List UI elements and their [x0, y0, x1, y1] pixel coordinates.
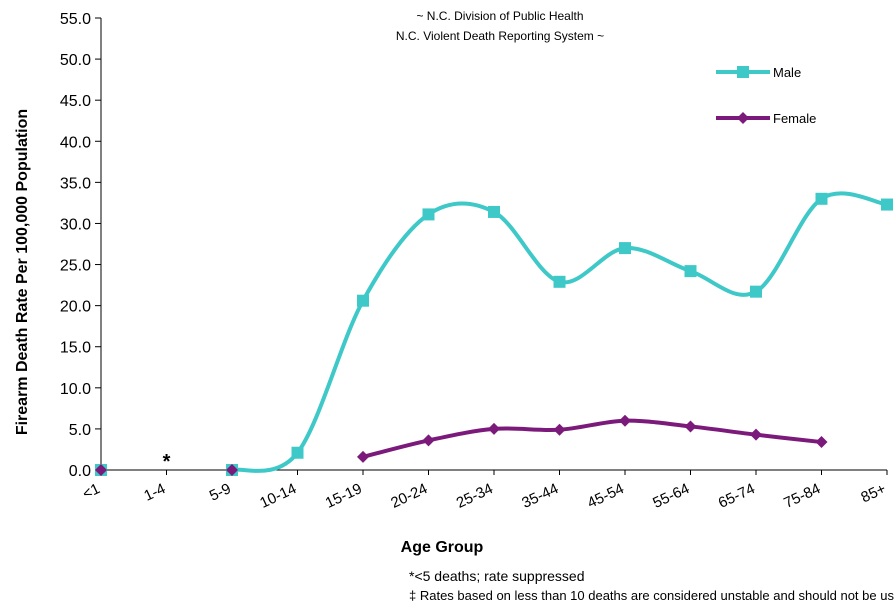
x-tick-label: 10-14 — [257, 480, 299, 512]
data-point-male — [881, 198, 893, 211]
data-point-male — [750, 285, 762, 298]
series-line-male — [231, 191, 888, 473]
y-tick-label: 45.0 — [60, 93, 91, 110]
data-point-male — [422, 208, 435, 221]
footnote-unstable: ‡ Rates based on less than 10 deaths are… — [409, 588, 894, 603]
x-tick-label: 55-64 — [650, 480, 692, 512]
x-tick-label: 75-84 — [781, 480, 823, 512]
data-point-male — [684, 265, 697, 278]
y-tick-label: 30.0 — [60, 216, 91, 233]
y-tick-label: 50.0 — [60, 52, 91, 69]
footnote-suppressed: *<5 deaths; rate suppressed — [409, 568, 585, 584]
data-point-female — [619, 414, 631, 427]
y-tick-label: 10.0 — [60, 381, 91, 398]
x-tick-label: 5-9 — [207, 480, 234, 505]
legend-label-male: Male — [773, 65, 801, 80]
legend-marker-female — [737, 112, 749, 124]
data-point-male — [291, 446, 304, 459]
x-tick-label: 85+ — [858, 480, 888, 506]
data-point-female — [750, 428, 762, 441]
x-tick-label: 20-24 — [388, 480, 430, 512]
y-tick-label: 25.0 — [60, 258, 91, 275]
x-tick-label: 35-44 — [519, 480, 561, 512]
data-point-male — [619, 242, 631, 255]
x-tick-label: 1-4 — [141, 480, 168, 505]
chart-annotation: ~ N.C. Division of Public Health N.C. Vio… — [396, 9, 604, 43]
data-point-female — [95, 464, 107, 476]
x-tick-label: 15-19 — [323, 480, 365, 512]
data-point-male — [488, 205, 500, 218]
data-point-female — [488, 422, 500, 435]
data-point-female — [553, 423, 566, 436]
annotation-line: ~ N.C. Division of Public Health — [416, 9, 583, 23]
legend-marker-male — [737, 66, 749, 78]
y-tick-label: 15.0 — [60, 340, 91, 357]
data-point-male — [357, 294, 369, 307]
data-point-female — [684, 420, 697, 433]
y-tick-label: 40.0 — [60, 134, 91, 151]
chart-series — [95, 191, 893, 476]
data-point-male — [815, 192, 828, 205]
x-tick-label: 25-34 — [454, 480, 496, 512]
chart-legend: Male Female — [716, 65, 816, 126]
data-point-female — [422, 434, 435, 447]
legend-label-female: Female — [773, 111, 816, 126]
y-tick-label: 35.0 — [60, 175, 91, 192]
data-point-female — [815, 436, 828, 449]
annotation-line: N.C. Violent Death Reporting System ~ — [396, 29, 604, 43]
x-axis: <1 1-4 5-9 10-14 15-19 20-24 25-34 35-44 45-54 55… — [80, 451, 889, 512]
y-tick-label: 55.0 — [60, 11, 91, 28]
data-point-female — [357, 450, 369, 463]
series-female — [95, 414, 828, 476]
data-point-female — [226, 464, 238, 476]
x-tick-label: 65-74 — [716, 480, 758, 512]
y-tick-label: 20.0 — [60, 299, 91, 316]
x-tick-label: 45-54 — [585, 480, 627, 512]
suppressed-marker: * — [163, 451, 171, 473]
series-line-female — [362, 418, 822, 459]
data-point-male — [553, 275, 566, 288]
x-axis-title: Age Group — [401, 539, 484, 556]
y-axis: 0.0 5.0 10.0 15.0 20.0 25.0 30.0 35.0 40.0 45.0 50… — [60, 11, 102, 480]
y-axis-title: Firearm Death Rate Per 100,000 Populatio… — [14, 109, 31, 435]
y-tick-label: 5.0 — [69, 422, 91, 439]
y-tick-label: 0.0 — [69, 463, 91, 480]
x-tick-label: <1 — [80, 480, 103, 503]
